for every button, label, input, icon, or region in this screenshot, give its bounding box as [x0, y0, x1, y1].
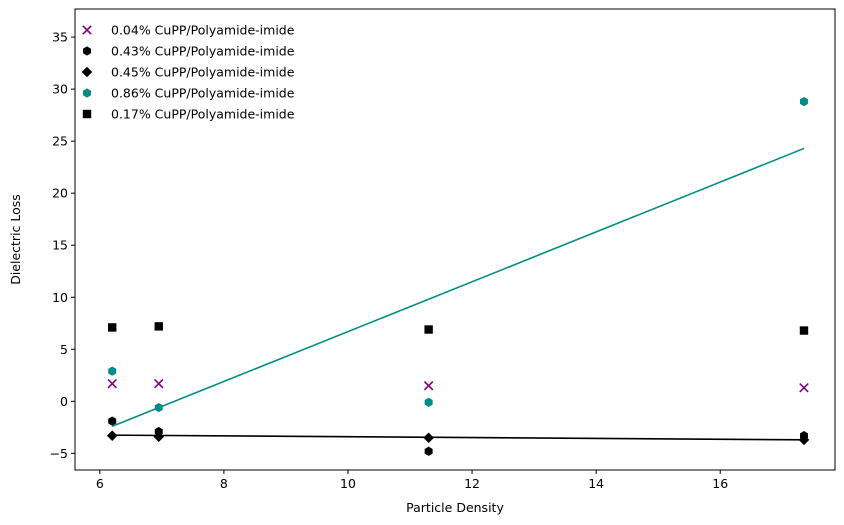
y-tick-label: 10	[52, 290, 68, 305]
x-tick-label: 8	[220, 476, 228, 491]
data-point	[423, 380, 434, 391]
x-axis-ticks: 6 8 10 12 14 16	[96, 470, 728, 491]
marker-stroke	[107, 378, 117, 389]
legend-marker	[82, 109, 92, 119]
y-tick-label: 30	[52, 82, 68, 97]
data-point	[153, 431, 165, 442]
data-point	[106, 430, 118, 441]
legend-item: 0.17% CuPP/Polyamide-imide	[82, 107, 295, 122]
marker-stroke	[799, 383, 809, 393]
legend-label: 0.43% CuPP/Polyamide-imide	[111, 44, 295, 59]
y-tick-label: 35	[52, 30, 68, 45]
x-axis-label: Particle Density	[406, 500, 504, 515]
legend-item: 0.43% CuPP/Polyamide-imide	[83, 44, 295, 59]
marker-stroke	[82, 25, 92, 35]
data-point	[423, 432, 434, 444]
data-point	[424, 397, 433, 407]
plot-frame	[74, 8, 836, 471]
y-tick-label: 25	[52, 134, 68, 149]
data-point	[108, 416, 117, 426]
data-point	[154, 402, 163, 413]
data-point	[799, 326, 809, 335]
data-point	[154, 322, 163, 331]
data-points	[106, 97, 810, 456]
data-point	[799, 383, 809, 393]
data-point	[153, 378, 164, 389]
y-tick-label: 5	[60, 342, 68, 357]
marker-stroke	[153, 378, 164, 389]
data-point	[798, 434, 810, 446]
legend-item: 0.45% CuPP/Polyamide-imide	[81, 65, 295, 80]
marker-stroke	[423, 380, 434, 391]
data-point	[108, 323, 117, 332]
x-tick-label: 6	[96, 476, 104, 491]
fit-line	[112, 434, 804, 441]
data-point	[108, 366, 117, 376]
x-tick-label: 12	[464, 476, 480, 491]
legend-label: 0.17% CuPP/Polyamide-imide	[111, 107, 295, 122]
fit-line	[111, 147, 805, 428]
data-point	[424, 446, 433, 456]
y-tick-label: 0	[60, 394, 68, 409]
fit-lines	[111, 147, 805, 441]
legend-label: 0.45% CuPP/Polyamide-imide	[111, 65, 295, 80]
legend-marker	[82, 25, 92, 35]
legend-label: 0.04% CuPP/Polyamide-imide	[111, 23, 295, 38]
y-axis-label: Dielectric Loss	[8, 194, 23, 285]
y-tick-label: 20	[52, 186, 68, 201]
x-tick-label: 14	[588, 476, 604, 491]
legend-label: 0.86% CuPP/Polyamide-imide	[111, 86, 295, 101]
y-tick-label: 15	[52, 238, 68, 253]
x-tick-label: 10	[340, 476, 356, 491]
legend-item: 0.86% CuPP/Polyamide-imide	[83, 86, 295, 101]
x-tick-label: 16	[712, 476, 728, 491]
legend-item: 0.04% CuPP/Polyamide-imide	[82, 23, 295, 38]
legend-marker	[83, 46, 91, 56]
data-point	[424, 325, 433, 334]
legend: 0.04% CuPP/Polyamide-imide 0.43% CuPP/Pol…	[81, 23, 295, 122]
legend-marker	[83, 88, 91, 98]
y-axis-ticks: −5 0 5 10 15 20 25 30 35	[50, 30, 75, 461]
y-tick-label: −5	[50, 446, 68, 461]
data-point	[107, 378, 117, 389]
data-point	[800, 97, 808, 107]
legend-marker	[81, 66, 93, 78]
